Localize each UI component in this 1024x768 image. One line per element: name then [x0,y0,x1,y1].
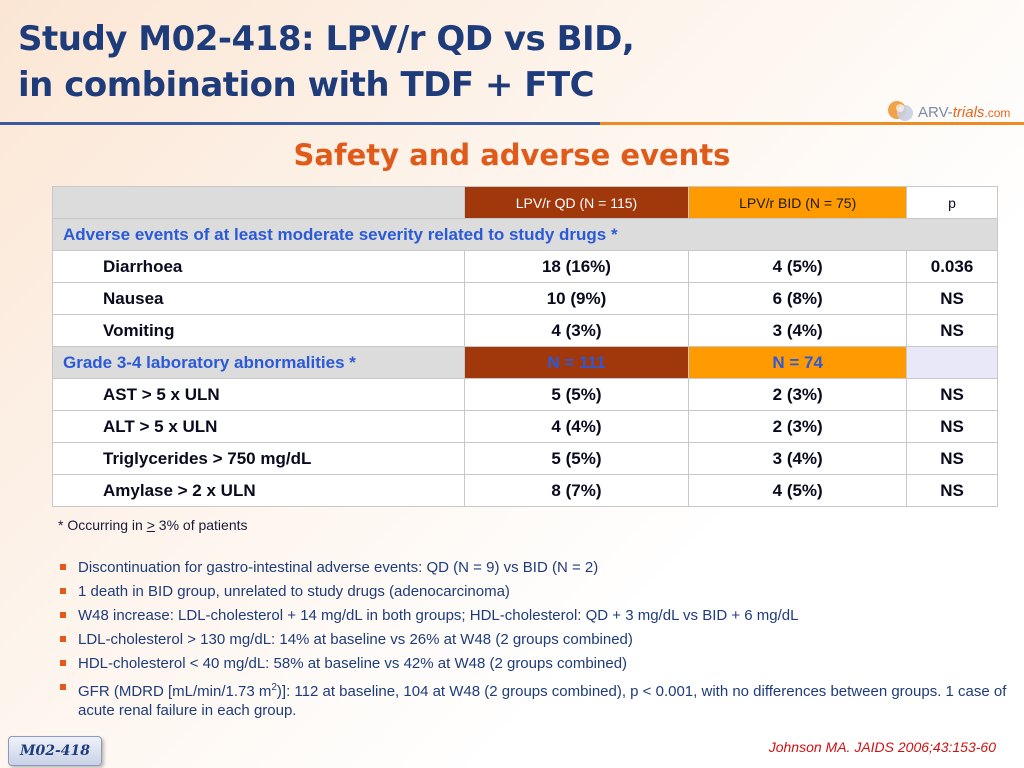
bullet-item-gfr: GFR (MDRD [mL/min/1.73 m2)]: 112 at base… [58,678,1008,720]
bullet-item: Discontinuation for gastro-intestinal ad… [58,558,1008,577]
cell-qd: 10 (9%) [463,282,690,315]
cell-bid: 4 (5%) [688,474,908,507]
citation: Johnson MA. JAIDS 2006;43:153-60 [768,739,996,755]
cell-qd: 4 (3%) [463,314,690,347]
row-label: Amylase > 2 x ULN [52,474,465,507]
row-label: Diarrhoea [52,250,465,283]
cell-p: NS [906,442,998,475]
header-rule-blue [0,122,600,125]
cell-qd: 4 (4%) [463,410,690,443]
row-label: Vomiting [52,314,465,347]
cell-p: NS [906,474,998,507]
row-label: ALT > 5 x ULN [52,410,465,443]
bullet-item: W48 increase: LDL-cholesterol + 14 mg/dL… [58,606,1008,625]
section-label: Grade 3-4 laboratory abnormalities * [52,346,465,379]
cell-qd: 5 (5%) [463,442,690,475]
cell-qd: 8 (7%) [463,474,690,507]
section-row-lab-abnormalities: Grade 3-4 laboratory abnormalities * N =… [52,346,998,379]
cell-p: NS [906,378,998,411]
table-row: ALT > 5 x ULN 4 (4%) 2 (3%) NS [52,410,998,443]
header-blank-cell [52,186,465,219]
bullet-item: 1 death in BID group, unrelated to study… [58,582,1008,601]
section-qd-n: N = 111 [463,346,690,379]
logo-text: ARV-trials.com [918,103,1011,121]
row-label: Triglycerides > 750 mg/dL [52,442,465,475]
safety-table: LPV/r QD (N = 115) LPV/r BID (N = 75) p … [52,186,998,507]
table-footnote: * Occurring in > 3% of patients [58,517,248,533]
section-row-adverse-events: Adverse events of at least moderate seve… [52,218,998,251]
cell-p: NS [906,282,998,315]
arv-trials-logo: ARV-trials.com [886,96,1014,128]
logo-mark-icon [886,98,916,126]
bullet-item: HDL-cholesterol < 40 mg/dL: 58% at basel… [58,654,1008,673]
cell-bid: 2 (3%) [688,378,908,411]
cell-bid: 4 (5%) [688,250,908,283]
cell-qd: 18 (16%) [463,250,690,283]
section-label: Adverse events of at least moderate seve… [52,218,998,251]
table-row: Vomiting 4 (3%) 3 (4%) NS [52,314,998,347]
table-row: Triglycerides > 750 mg/dL 5 (5%) 3 (4%) … [52,442,998,475]
study-id-badge: M02-418 [8,736,102,766]
bullet-item: LDL-cholesterol > 130 mg/dL: 14% at base… [58,630,1008,649]
section-bid-n: N = 74 [688,346,908,379]
title-line-2: in combination with TDF + FTC [18,65,595,105]
cell-bid: 3 (4%) [688,314,908,347]
header-bid: LPV/r BID (N = 75) [688,186,908,219]
table-header-row: LPV/r QD (N = 115) LPV/r BID (N = 75) p [52,186,998,219]
header-rule-orange [600,122,1024,125]
cell-bid: 3 (4%) [688,442,908,475]
section-p-blank [906,346,998,379]
slide-title: Study M02-418: LPV/r QD vs BID, in combi… [18,16,635,108]
cell-p: NS [906,410,998,443]
cell-bid: 2 (3%) [688,410,908,443]
cell-p: NS [906,314,998,347]
section-subtitle: Safety and adverse events [293,138,731,172]
row-label: AST > 5 x ULN [52,378,465,411]
cell-bid: 6 (8%) [688,282,908,315]
row-label: Nausea [52,282,465,315]
bullet-list: Discontinuation for gastro-intestinal ad… [58,558,1008,725]
table-row: Nausea 10 (9%) 6 (8%) NS [52,282,998,315]
table-row: Amylase > 2 x ULN 8 (7%) 4 (5%) NS [52,474,998,507]
cell-qd: 5 (5%) [463,378,690,411]
table-row: Diarrhoea 18 (16%) 4 (5%) 0.036 [52,250,998,283]
header-p: p [906,186,998,219]
header-qd: LPV/r QD (N = 115) [463,186,690,219]
title-line-1: Study M02-418: LPV/r QD vs BID, [18,19,635,59]
table-row: AST > 5 x ULN 5 (5%) 2 (3%) NS [52,378,998,411]
cell-p: 0.036 [906,250,998,283]
